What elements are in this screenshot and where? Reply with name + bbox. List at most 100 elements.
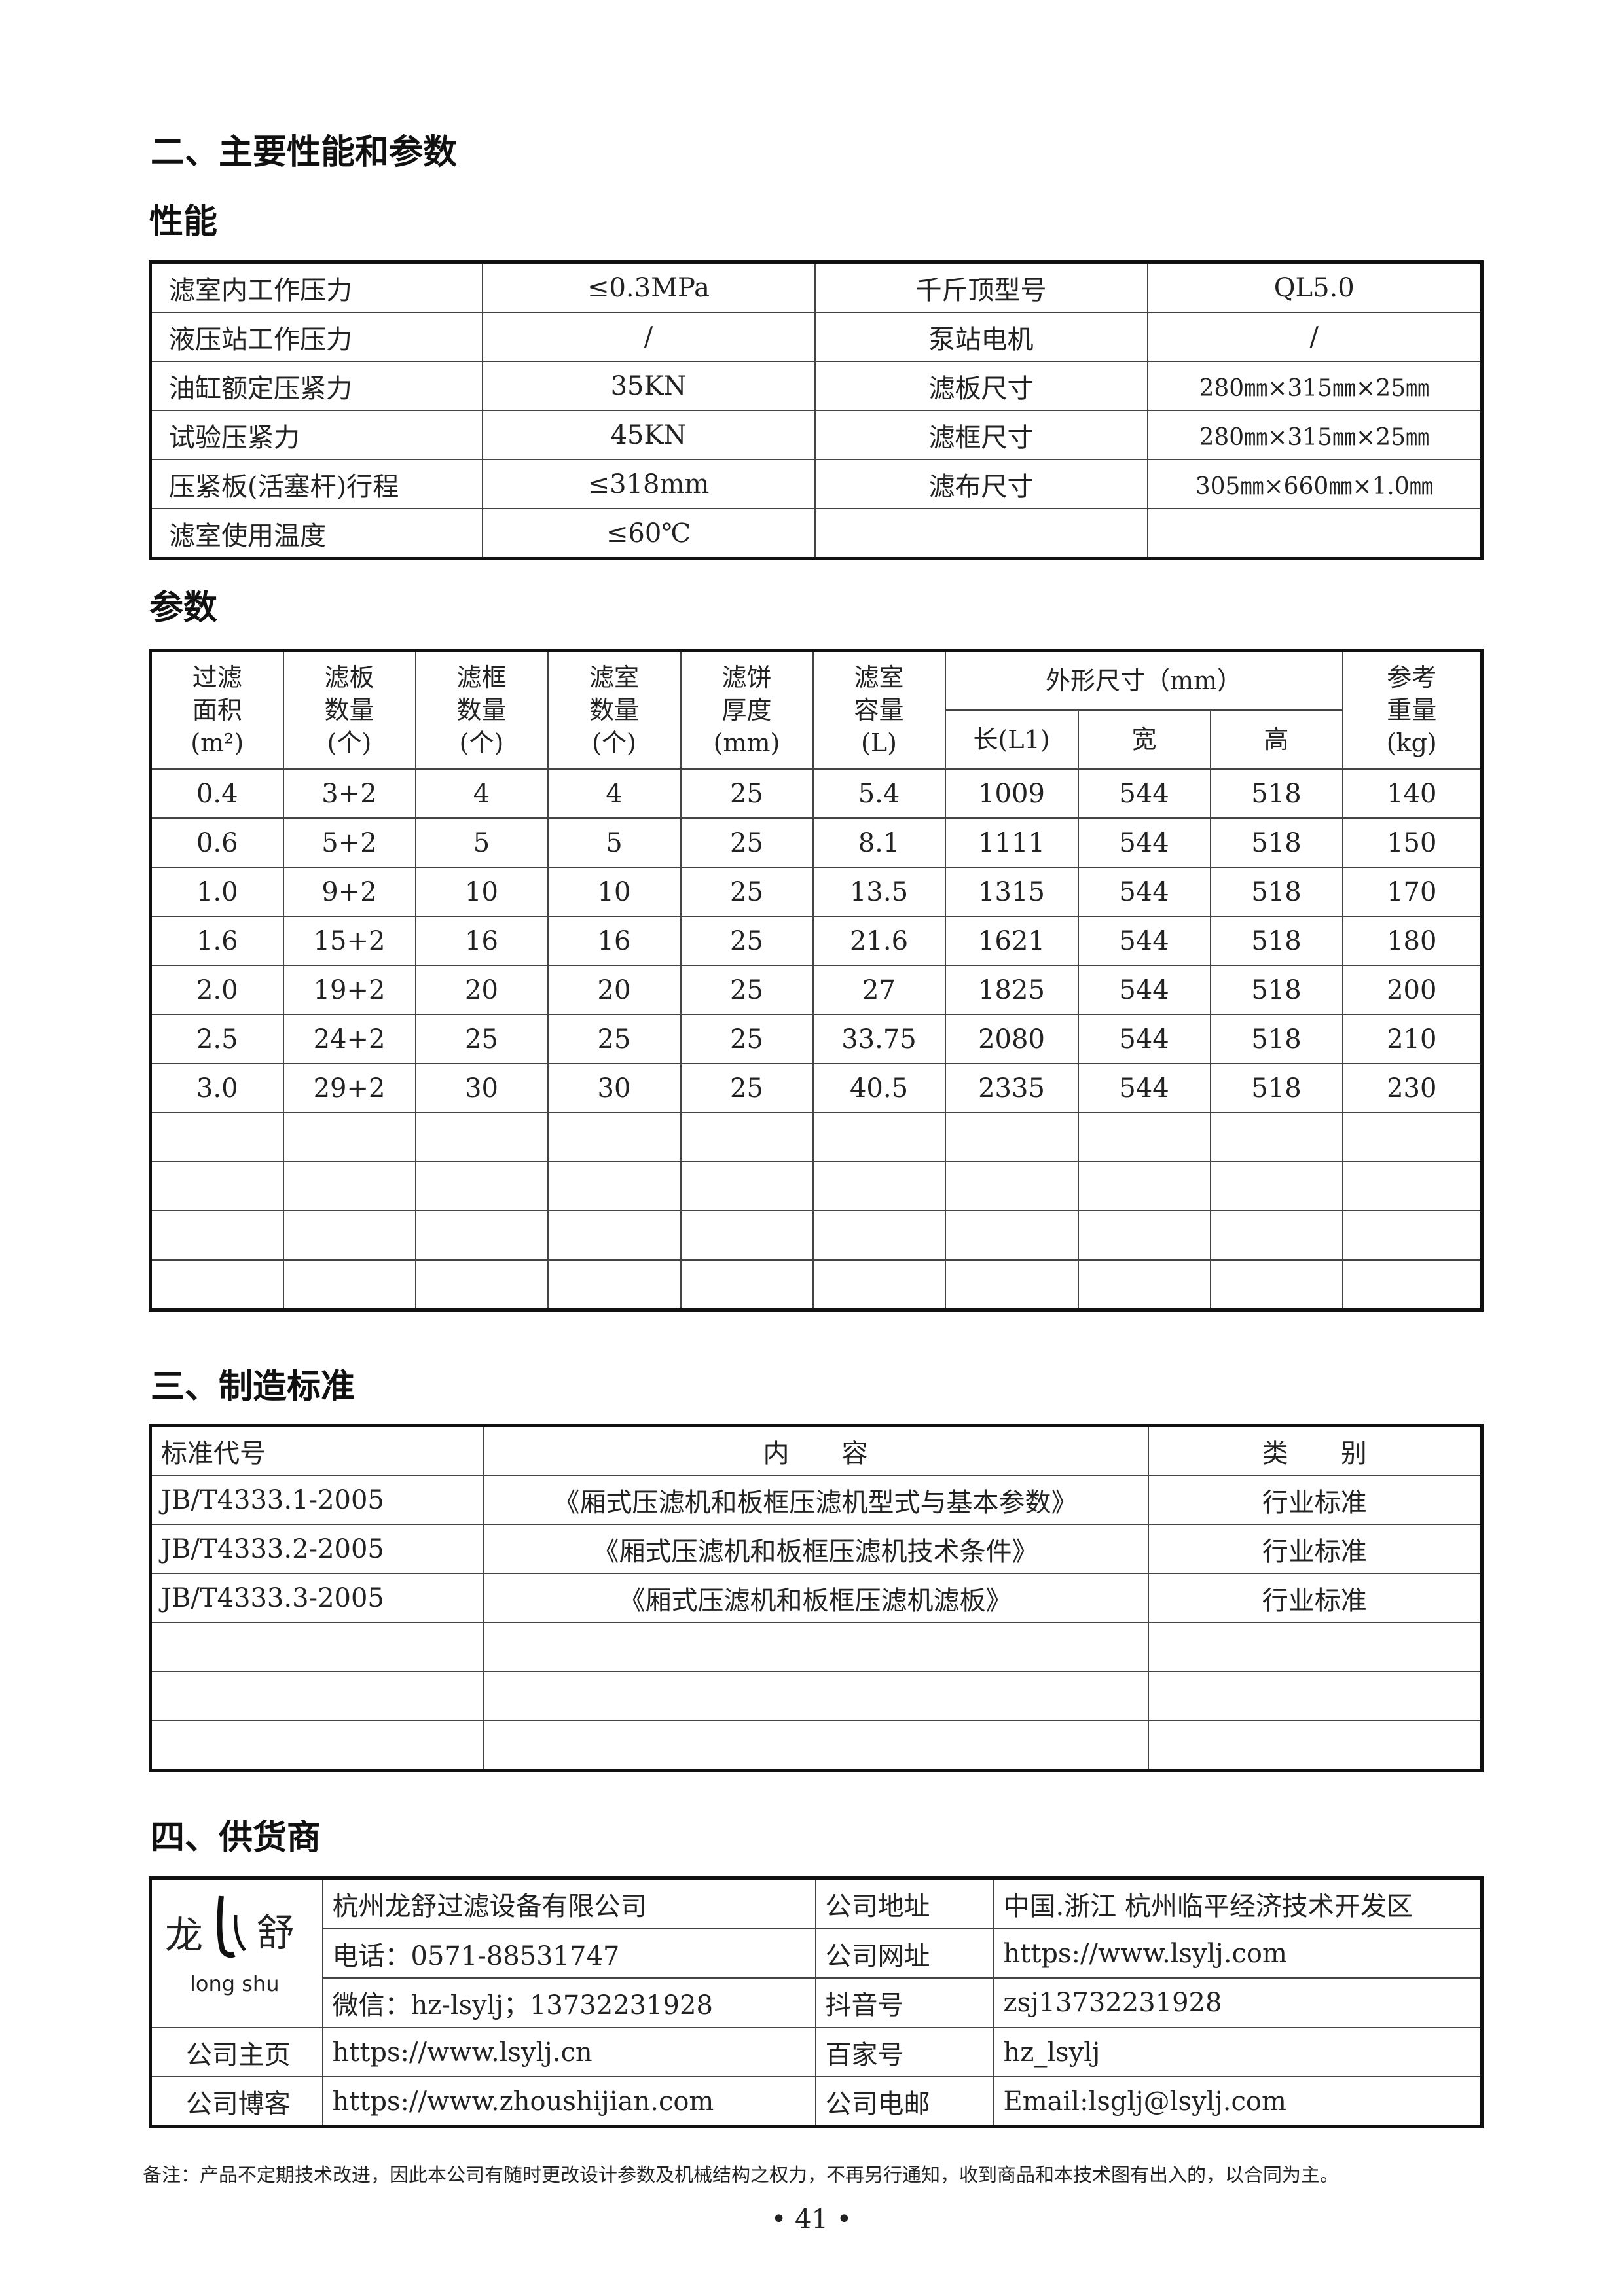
table-cell: 30: [547, 1063, 682, 1113]
link[interactable]: https://www.lsylj.cn: [321, 2027, 816, 2077]
table-row: JB/T4333.2-2005 《厢式压滤机和板框压滤机技术条件》 行业标准: [149, 1524, 1483, 1574]
column-header-label: 过滤 面积 (m²): [191, 663, 244, 757]
table-cell: [1209, 1112, 1343, 1162]
table-cell: 25: [680, 1063, 814, 1113]
table-cell: [547, 1112, 682, 1162]
table-cell: 230: [1341, 1063, 1483, 1113]
table-cell: 5.4: [812, 768, 946, 819]
table-cell: 170: [1341, 867, 1483, 917]
table-cell: /: [481, 312, 816, 362]
table-cell: 29+2: [282, 1063, 416, 1113]
table-cell: 10: [414, 867, 549, 917]
column-header-label: 滤板 数量 (个): [324, 663, 374, 757]
table-cell: 544: [1077, 965, 1211, 1015]
table-cell: ≤318mm: [481, 459, 816, 509]
column-header-label: 滤框 数量 (个): [456, 663, 507, 757]
table-cell: 30: [414, 1063, 549, 1113]
table-cell: 33.75: [812, 1014, 946, 1064]
table-cell: JB/T4333.2-2005: [149, 1524, 484, 1574]
table-cell: 518: [1209, 768, 1343, 819]
table-cell: 液压站工作压力: [149, 312, 483, 362]
table-cell: 9+2: [282, 867, 416, 917]
table-cell: [282, 1210, 416, 1261]
table-row: 微信：hz-lsylj；13732231928 抖音号 zsj13732231928: [151, 1977, 1483, 2028]
table-cell: hz_lsylj: [993, 2027, 1483, 2077]
logo-pinyin: long shu: [190, 1971, 280, 1996]
column-header: 内 容: [482, 1424, 1149, 1476]
table-cell: 544: [1077, 867, 1211, 917]
column-subheader: 高: [1209, 709, 1343, 770]
table-cell: 45KN: [481, 410, 816, 460]
table-cell: 微信：hz-lsylj；13732231928: [321, 1977, 816, 2028]
table-cell: [1077, 1259, 1211, 1311]
table-cell: [1146, 508, 1483, 560]
column-header: 类 别: [1147, 1424, 1483, 1476]
logo-char-shu: 舒: [257, 1910, 295, 1955]
performance-table: 滤室内工作压力 ≤0.3MPa 千斤顶型号 QL5.0 液压站工作压力 / 泵站电机 / 油缸额…: [149, 260, 1484, 560]
table-cell: 公司地址: [814, 1877, 994, 1929]
table-cell: 千斤顶型号: [814, 261, 1148, 313]
table-cell: 27: [812, 965, 946, 1015]
table-cell: [149, 1622, 484, 1672]
table-cell: 1825: [944, 965, 1079, 1015]
table-row: 滤室内工作压力 ≤0.3MPa 千斤顶型号 QL5.0: [149, 261, 1483, 313]
table-row: 3.0 29+2 30 30 25 40.5 2335 544 518 230: [149, 1063, 1483, 1113]
table-cell: [482, 1622, 1149, 1672]
table-cell: [1147, 1720, 1483, 1772]
table-row: 1.6 15+2 16 16 25 21.6 1621 544 518 180: [149, 916, 1483, 966]
section-title-supplier: 四、供货商: [151, 1818, 321, 1857]
table-cell: 40.5: [812, 1063, 946, 1113]
table-cell: 5: [414, 817, 549, 868]
table-row: JB/T4333.3-2005 《厢式压滤机和板框压滤机滤板》 行业标准: [149, 1573, 1483, 1623]
table-cell: 544: [1077, 1014, 1211, 1064]
table-row: 0.6 5+2 5 5 25 8.1 1111 544 518 150: [149, 817, 1483, 868]
link[interactable]: Email:lsglj@lsylj.com: [993, 2076, 1483, 2128]
table-cell: 518: [1209, 916, 1343, 966]
table-cell: 1009: [944, 768, 1079, 819]
column-header-label: 滤饼 厚度 (mm): [713, 663, 780, 757]
table-cell: 泵站电机: [814, 312, 1148, 362]
table-cell: [1147, 1622, 1483, 1672]
table-cell: [812, 1210, 946, 1261]
table-cell: 3+2: [282, 768, 416, 819]
link[interactable]: https://www.lsylj.com: [993, 1928, 1483, 1979]
table-cell: 公司博客: [149, 2076, 323, 2128]
table-cell: 16: [414, 916, 549, 966]
table-cell: 滤板尺寸: [814, 361, 1148, 411]
column-header: 滤室 容量 (L): [812, 649, 946, 770]
table-cell: 中国.浙江 杭州临平经济技术开发区: [993, 1877, 1483, 1929]
column-header: 滤板 数量 (个): [282, 649, 416, 770]
table-cell: 《厢式压滤机和板框压滤机滤板》: [482, 1573, 1149, 1623]
table-row: 油缸额定压紧力 35KN 滤板尺寸 280㎜×315㎜×25㎜: [149, 361, 1483, 411]
table-cell: [1341, 1210, 1483, 1261]
table-cell: 25: [680, 867, 814, 917]
table-cell: [1341, 1161, 1483, 1211]
table-cell: 20: [414, 965, 549, 1015]
table-cell: 518: [1209, 817, 1343, 868]
column-header-label: 参考 重量 (kg): [1386, 663, 1437, 757]
table-cell: 544: [1077, 768, 1211, 819]
table-cell: [282, 1161, 416, 1211]
table-cell: [1341, 1259, 1483, 1311]
link[interactable]: https://www.zhoushijian.com: [321, 2076, 816, 2128]
table-cell: 19+2: [282, 965, 416, 1015]
table-cell: 8.1: [812, 817, 946, 868]
table-cell: 305㎜×660㎜×1.0㎜: [1146, 459, 1483, 509]
parameters-table: 过滤 面积 (m²) 滤板 数量 (个) 滤框 数量 (个) 滤室 数量 (个) 滤饼 …: [149, 649, 1484, 1312]
table-cell: 4: [547, 768, 682, 819]
table-cell: [414, 1161, 549, 1211]
table-cell: 2080: [944, 1014, 1079, 1064]
table-cell: 行业标准: [1147, 1475, 1483, 1525]
section-title-standards: 三、制造标准: [151, 1367, 356, 1407]
table-cell: [547, 1210, 682, 1261]
table-cell: [482, 1671, 1149, 1721]
table-row: 0.4 3+2 4 4 25 5.4 1009 544 518 140: [149, 768, 1483, 819]
footnote: 备注：产品不定期技术改进，因此本公司有随时更改设计参数及机械结构之权力，不再另行…: [143, 2164, 1340, 2186]
table-cell: 200: [1341, 965, 1483, 1015]
table-cell: [414, 1112, 549, 1162]
table-cell: 150: [1341, 817, 1483, 868]
table-cell: 5+2: [282, 817, 416, 868]
table-row: JB/T4333.1-2005 《厢式压滤机和板框压滤机型式与基本参数》 行业标准: [149, 1475, 1483, 1525]
table-cell: [1077, 1161, 1211, 1211]
table-cell: [944, 1161, 1079, 1211]
